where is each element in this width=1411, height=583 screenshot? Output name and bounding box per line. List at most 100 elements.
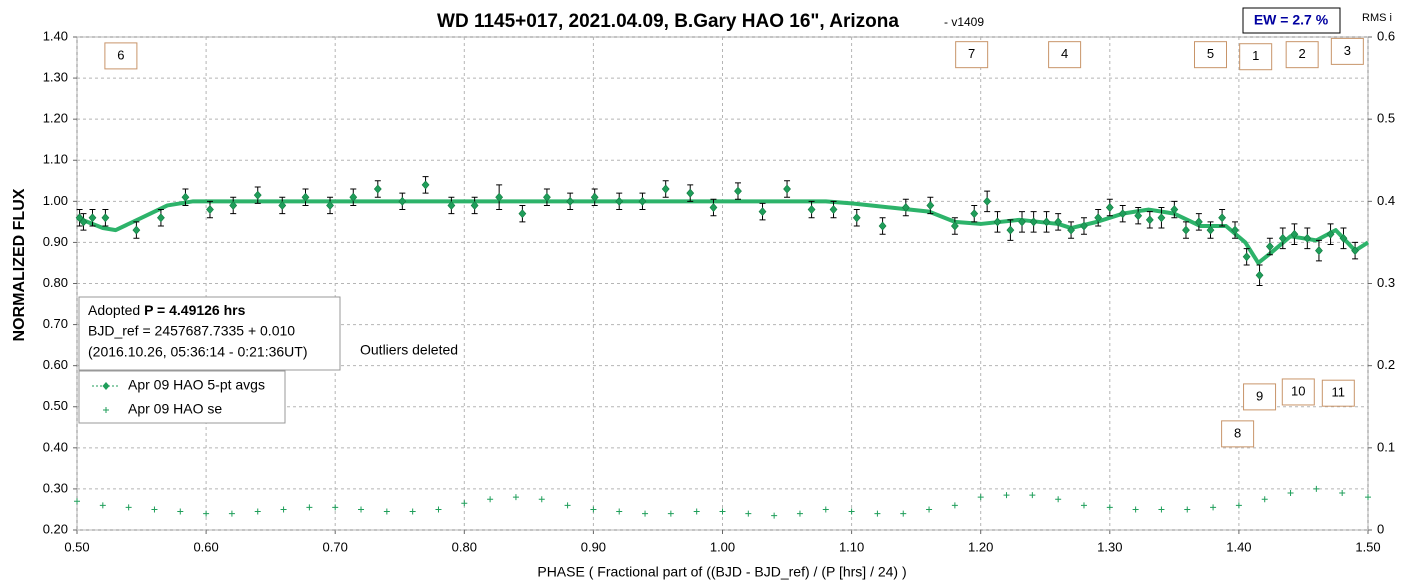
point [99,502,106,509]
point [447,200,456,210]
point [590,506,597,513]
point [1303,233,1312,243]
point [1365,494,1371,501]
point [1080,502,1087,509]
annotation: 6 [117,47,124,62]
point [1194,217,1203,227]
point [151,506,158,513]
point [1029,492,1036,499]
point [75,213,84,223]
info-line: BJD_ref = 2457687.7335 + 0.010 [88,323,295,339]
point [1210,504,1217,511]
point [1006,225,1015,235]
y2-tick-label: 0 [1377,521,1384,536]
point [1265,242,1274,251]
fit-curve [76,199,1370,265]
point [874,510,881,517]
info-value: P = 4.49126 hrs [144,302,246,318]
annotation: 9 [1256,388,1263,403]
point [301,192,310,202]
point [822,506,829,513]
x-tick-label: 0.60 [193,539,218,554]
y-tick-label: 0.20 [43,521,68,536]
annotation: 2 [1299,46,1306,61]
point [667,510,674,517]
point [852,213,861,223]
x-tick-label: 0.90 [581,539,606,554]
point [206,205,214,215]
point [926,506,933,513]
point [1255,270,1264,280]
point [349,192,358,202]
y-tick-label: 0.60 [43,357,68,372]
x-tick-label: 0.50 [64,539,89,554]
annotation-box [1048,41,1082,69]
point [177,508,184,515]
point [1134,211,1143,221]
y-tick-label: 1.10 [43,152,68,167]
y2-tick-label: 0.2 [1377,357,1395,372]
point [983,196,992,206]
badge: EW = 2.7 % [1254,12,1329,28]
point [1313,485,1320,492]
x-tick-label: 0.80 [452,539,477,554]
y-tick-label: 0.40 [43,439,68,454]
point [1018,217,1026,227]
point [1118,209,1127,219]
legend-label: Apr 09 HAO 5-pt avgs [128,377,265,393]
point [1170,205,1179,215]
point [373,184,382,194]
x-tick-label: 1.40 [1226,539,1251,554]
point [1231,225,1239,235]
point [1003,492,1010,499]
annotation-box [1243,383,1277,411]
point [950,221,959,231]
point [538,496,545,503]
point [1242,252,1251,262]
y2-tick-label: 0.5 [1377,111,1395,126]
point [157,213,165,223]
annotation-box [1193,41,1227,69]
annotation-box [1221,420,1255,448]
point [1157,213,1166,223]
point [228,510,235,517]
point [1339,233,1348,243]
x-tick-label: 0.70 [323,539,348,554]
annotation: 10 [1291,383,1305,398]
point [358,506,365,513]
point [771,512,778,519]
point [1278,233,1287,243]
point [734,186,742,196]
point [993,217,1002,227]
point [79,217,88,227]
note: Outliers deleted [360,342,458,358]
point [616,508,623,515]
point [1029,217,1038,227]
point [278,200,287,210]
point [566,196,575,206]
point [693,508,700,515]
annotation-box [104,42,138,70]
point [638,196,647,206]
point [1080,221,1088,231]
y-tick-label: 1.20 [43,111,68,126]
point [203,510,210,517]
point [1287,490,1294,497]
legend: Apr 09 HAO 5-pt avgs Apr 09 HAO se [92,377,265,417]
point [487,496,494,503]
point [1218,213,1227,223]
y-tick-label: 0.90 [43,234,68,249]
point [1339,490,1346,497]
point [783,184,791,194]
x-tick-label: 1.30 [1097,539,1122,554]
point [435,506,442,513]
point [1206,225,1215,235]
point [101,213,110,223]
point [518,209,527,219]
point [88,213,97,223]
y2-tick-label: 0.1 [1377,439,1395,454]
point [421,180,430,190]
annotation-box [955,41,989,69]
annotation: 1 [1252,48,1259,63]
